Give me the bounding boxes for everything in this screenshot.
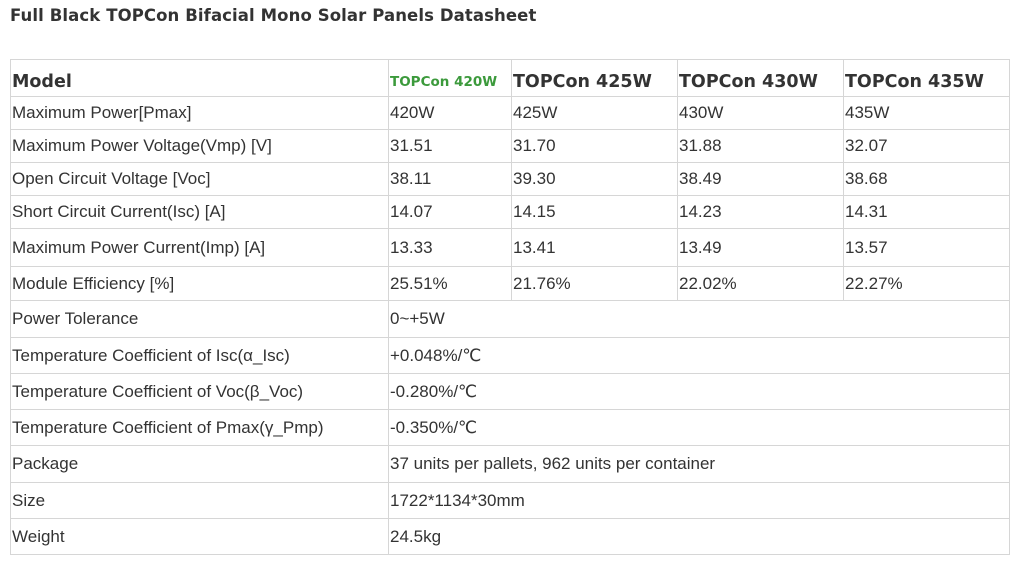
table-cell: -0.350%/℃ — [388, 409, 1010, 446]
table-row: Weight 24.5kg — [10, 518, 1010, 555]
table-row: Power Tolerance 0~+5W — [10, 300, 1010, 338]
row-label: Maximum Power[Pmax] — [10, 96, 389, 130]
table-cell: 22.27% — [843, 266, 1010, 301]
header-cell-topcon-430w: TOPCon 430W — [677, 59, 844, 97]
row-label: Maximum Power Current(Imp) [A] — [10, 228, 389, 267]
table-cell: 0~+5W — [388, 300, 1010, 338]
header-cell-model: Model — [10, 59, 389, 97]
row-label: Maximum Power Voltage(Vmp) [V] — [10, 129, 389, 163]
table-row: Open Circuit Voltage [Voc] 38.11 39.30 3… — [10, 162, 1010, 196]
table-cell: 39.30 — [511, 162, 678, 196]
row-label: Temperature Coefficient of Voc(β_Voc) — [10, 373, 389, 410]
table-cell: 14.15 — [511, 195, 678, 229]
table-header-row: Model TOPCon 420W TOPCon 425W TOPCon 430… — [10, 59, 1010, 97]
table-cell: 24.5kg — [388, 518, 1010, 555]
table-row: Temperature Coefficient of Isc(α_Isc) +0… — [10, 337, 1010, 374]
table-cell: 31.51 — [388, 129, 512, 163]
row-label: Size — [10, 482, 389, 519]
row-label: Temperature Coefficient of Isc(α_Isc) — [10, 337, 389, 374]
datasheet-table: Model TOPCon 420W TOPCon 425W TOPCon 430… — [10, 59, 1010, 555]
page-title: Full Black TOPCon Bifacial Mono Solar Pa… — [10, 6, 537, 25]
table-row: Temperature Coefficient of Pmax(γ_Pmp) -… — [10, 409, 1010, 446]
table-row: Maximum Power Current(Imp) [A] 13.33 13.… — [10, 228, 1010, 267]
table-row: Maximum Power[Pmax] 420W 425W 430W 435W — [10, 96, 1010, 130]
table-cell: 22.02% — [677, 266, 844, 301]
table-row: Module Efficiency [%] 25.51% 21.76% 22.0… — [10, 266, 1010, 301]
table-cell: 38.11 — [388, 162, 512, 196]
row-label: Weight — [10, 518, 389, 555]
row-label: Power Tolerance — [10, 300, 389, 338]
table-cell: +0.048%/℃ — [388, 337, 1010, 374]
table-cell: 13.49 — [677, 228, 844, 267]
row-label: Package — [10, 445, 389, 483]
row-label: Module Efficiency [%] — [10, 266, 389, 301]
table-cell: 13.57 — [843, 228, 1010, 267]
header-cell-topcon-435w: TOPCon 435W — [843, 59, 1010, 97]
table-cell: 13.41 — [511, 228, 678, 267]
table-cell: 1722*1134*30mm — [388, 482, 1010, 519]
table-cell: 25.51% — [388, 266, 512, 301]
table-row: Size 1722*1134*30mm — [10, 482, 1010, 519]
table-cell: 14.23 — [677, 195, 844, 229]
row-label: Short Circuit Current(Isc) [A] — [10, 195, 389, 229]
table-cell: -0.280%/℃ — [388, 373, 1010, 410]
row-label: Temperature Coefficient of Pmax(γ_Pmp) — [10, 409, 389, 446]
table-cell: 425W — [511, 96, 678, 130]
table-row: Short Circuit Current(Isc) [A] 14.07 14.… — [10, 195, 1010, 229]
table-cell: 37 units per pallets, 962 units per cont… — [388, 445, 1010, 483]
table-row: Maximum Power Voltage(Vmp) [V] 31.51 31.… — [10, 129, 1010, 163]
header-cell-topcon-425w: TOPCon 425W — [511, 59, 678, 97]
table-cell: 31.88 — [677, 129, 844, 163]
header-cell-topcon-420w: TOPCon 420W — [388, 59, 512, 97]
table-cell: 430W — [677, 96, 844, 130]
table-cell: 420W — [388, 96, 512, 130]
table-cell: 32.07 — [843, 129, 1010, 163]
row-label: Open Circuit Voltage [Voc] — [10, 162, 389, 196]
table-row: Package 37 units per pallets, 962 units … — [10, 445, 1010, 483]
table-cell: 21.76% — [511, 266, 678, 301]
table-cell: 435W — [843, 96, 1010, 130]
table-cell: 14.07 — [388, 195, 512, 229]
table-cell: 38.68 — [843, 162, 1010, 196]
table-cell: 31.70 — [511, 129, 678, 163]
table-cell: 38.49 — [677, 162, 844, 196]
table-row: Temperature Coefficient of Voc(β_Voc) -0… — [10, 373, 1010, 410]
table-cell: 13.33 — [388, 228, 512, 267]
table-cell: 14.31 — [843, 195, 1010, 229]
